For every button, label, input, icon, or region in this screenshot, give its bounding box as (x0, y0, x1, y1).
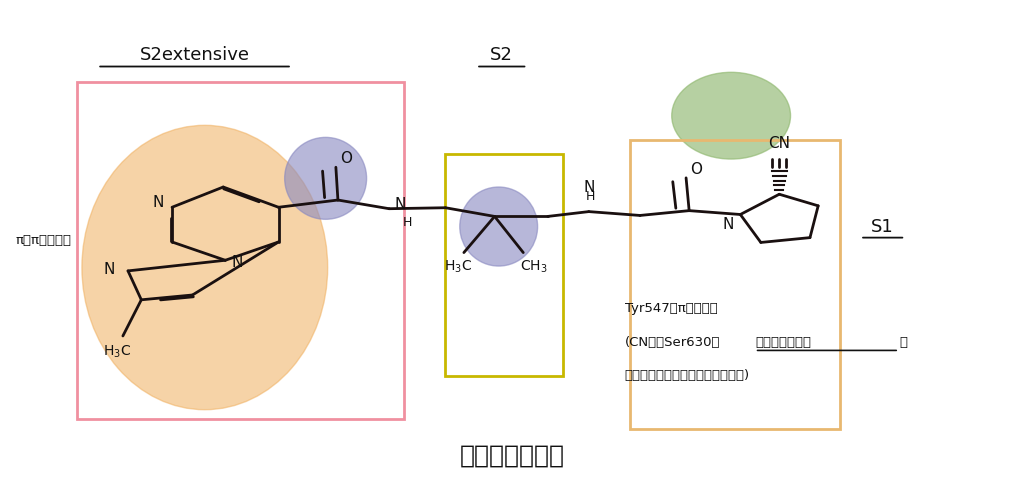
Text: S2: S2 (490, 46, 513, 65)
Text: が: が (899, 336, 907, 348)
Text: N: N (394, 197, 406, 213)
Text: 共有結合しない: 共有結合しない (756, 336, 812, 348)
Text: N: N (722, 216, 734, 232)
Bar (445, 154, 563, 376)
Text: N: N (152, 195, 164, 210)
Text: (CN基はSer630と: (CN基はSer630と (625, 336, 720, 348)
Text: H: H (586, 190, 596, 202)
Text: N: N (103, 262, 116, 278)
Text: CN: CN (768, 136, 791, 151)
Text: N: N (583, 180, 595, 195)
Text: π－π相互作用: π－π相互作用 (15, 235, 71, 247)
Text: Tyr547とπ相互作用: Tyr547とπ相互作用 (625, 302, 718, 315)
Text: S1: S1 (871, 217, 894, 236)
Text: N: N (231, 255, 244, 270)
Ellipse shape (82, 125, 328, 410)
Text: 中間体が共有結合する可能性あり): 中間体が共有結合する可能性あり) (625, 370, 750, 382)
Ellipse shape (672, 72, 791, 159)
Text: CH$_3$: CH$_3$ (520, 259, 547, 275)
Text: O: O (690, 161, 702, 177)
Text: S2extensive: S2extensive (139, 46, 250, 65)
Ellipse shape (460, 187, 538, 266)
Bar (77, 82, 404, 419)
Text: O: O (340, 151, 352, 166)
Text: H: H (402, 216, 413, 228)
Bar (630, 140, 840, 429)
Text: H$_3$C: H$_3$C (443, 259, 472, 275)
Text: アナグリプチン: アナグリプチン (460, 443, 564, 468)
Text: H$_3$C: H$_3$C (102, 343, 131, 360)
Ellipse shape (285, 137, 367, 219)
